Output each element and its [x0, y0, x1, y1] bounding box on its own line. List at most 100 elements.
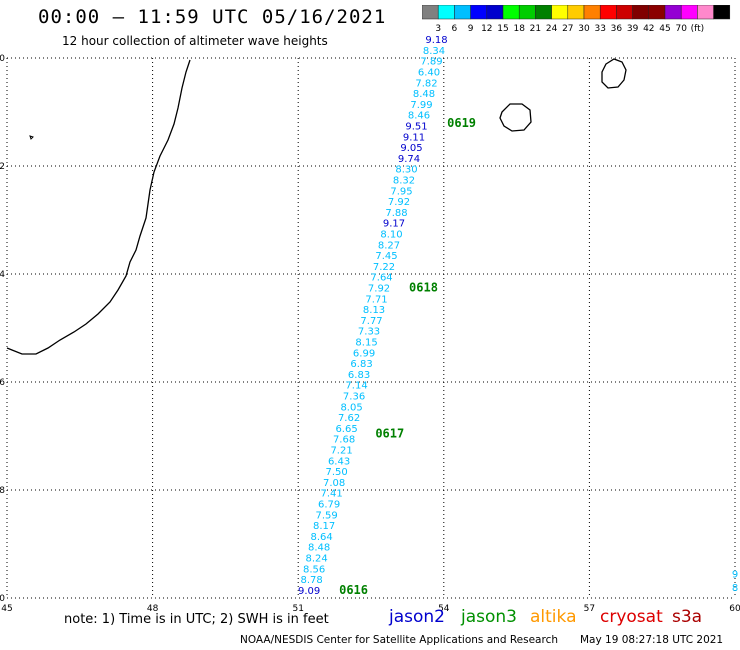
swh-value-label: 7.62: [338, 413, 360, 424]
madagascar-coastline: [6, 59, 191, 355]
swh-value-label: 9.05: [400, 143, 422, 154]
lon-tick-label: 57: [584, 604, 595, 614]
scale-swatch: [680, 5, 698, 20]
scale-label: 36: [611, 24, 623, 34]
scale-swatch: [648, 5, 666, 20]
scale-swatch: [567, 5, 585, 20]
scale-label: 3: [435, 24, 441, 34]
swh-value-label: 7.95: [390, 186, 412, 197]
pass-time-label: 0616: [339, 583, 368, 597]
color-scale-bar: 3 6 9 12 15 18 21 24 27 30 33 36 39 42 45 70 (ft): [422, 5, 731, 34]
swh-value-label: 7.22: [373, 262, 395, 273]
swh-value-label: 8.15: [355, 338, 377, 349]
swh-value-label: 8.32: [393, 176, 415, 187]
swh-value-label: 8.48: [413, 89, 435, 100]
swh-value-label: 6.99: [353, 348, 375, 359]
pass-time-label: 0618: [409, 281, 438, 295]
swh-value-label: 7.89: [420, 57, 442, 68]
swh-value-label: 8.64: [310, 532, 332, 543]
swh-value-label: 6.79: [318, 500, 340, 511]
swh-value-label: 7.92: [388, 197, 410, 208]
swh-value-label: 7.99: [410, 100, 432, 111]
swh-value-label: 7.92: [368, 284, 390, 295]
scale-swatch: [664, 5, 682, 20]
swh-value-label: 6.65: [335, 424, 357, 435]
scale-label: 33: [594, 24, 605, 34]
scale-label: 15: [497, 24, 508, 34]
scale-label: 45: [659, 24, 670, 34]
edge-swh-label: 9: [732, 570, 738, 581]
scale-label: 6: [452, 24, 458, 34]
legend-s3a: s3a: [672, 607, 703, 627]
swh-value-label: 6.40: [418, 68, 440, 79]
scale-swatch: [551, 5, 569, 20]
swh-value-label: 8.24: [305, 554, 327, 565]
altimeter-track: 9.098.788.568.248.488.648.177.596.797.41…: [298, 35, 738, 597]
swh-value-label: 7.36: [343, 392, 365, 403]
swh-value-label: 8.13: [363, 305, 385, 316]
scale-label: (ft): [691, 24, 705, 34]
swh-value-label: 8.30: [395, 165, 417, 176]
lon-tick-label: 48: [147, 604, 159, 614]
swh-value-label: 7.50: [325, 467, 347, 478]
swh-value-label: 7.77: [360, 316, 382, 327]
scale-label: 9: [468, 24, 474, 34]
swh-value-label: 7.41: [320, 489, 342, 500]
scale-swatch: [583, 5, 601, 20]
scale-swatch: [599, 5, 617, 20]
lat-tick-label: -20: [0, 54, 5, 64]
swh-value-label: 6.43: [328, 456, 350, 467]
scale-swatch: [502, 5, 520, 20]
swh-value-label: 7.59: [315, 510, 337, 521]
swh-value-label: 6.83: [350, 359, 372, 370]
lon-tick-label: 60: [729, 604, 740, 614]
legend-cryosat: cryosat: [600, 607, 663, 627]
credit-timestamp: May 19 08:27:18 UTC 2021: [580, 634, 724, 646]
pass-time-label: 0619: [447, 116, 476, 130]
island-outline: [29, 135, 34, 140]
legend-jason2: jason2: [389, 607, 445, 627]
scale-swatch: [486, 5, 504, 20]
scale-label: 18: [513, 24, 525, 34]
swh-value-label: 9.74: [398, 154, 420, 165]
scale-label: 12: [481, 24, 492, 34]
map-subtitle: 12 hour collection of altimeter wave hei…: [62, 34, 328, 48]
legend-jason3: jason3: [461, 607, 517, 627]
lon-tick-label: 45: [1, 604, 12, 614]
swh-value-label: 9.09: [298, 586, 320, 597]
scale-swatch: [470, 5, 488, 20]
mauritius-island-outline: [601, 58, 627, 89]
coastlines: [6, 58, 627, 355]
scale-label: 30: [578, 24, 590, 34]
axis-labels: 45 48 51 54 57 60 -20 -22 -24 -26 -28 -30: [0, 54, 740, 614]
pass-time-label: 0617: [375, 426, 404, 440]
swh-value-label: 7.21: [330, 446, 352, 457]
lat-tick-label: -26: [0, 378, 5, 388]
swh-value-label: 8.10: [380, 230, 402, 241]
swh-value-label: 8.17: [313, 521, 335, 532]
swh-value-label: 9.18: [425, 35, 447, 46]
swh-value-label: 8.34: [423, 46, 445, 57]
swh-value-label: 7.33: [358, 327, 380, 338]
scale-swatch: [697, 5, 714, 20]
swh-value-label: 9.11: [403, 132, 425, 143]
lat-tick-label: -28: [0, 486, 5, 496]
scale-label: 39: [627, 24, 639, 34]
edge-swh-label: 8: [732, 583, 738, 594]
legend-altika: altika: [530, 607, 577, 627]
swh-value-label: 7.08: [323, 478, 345, 489]
swh-value-label: 6.83: [348, 370, 370, 381]
swh-value-label: 8.48: [308, 543, 330, 554]
swh-value-label: 9.17: [383, 219, 405, 230]
swh-value-label: 8.27: [378, 240, 400, 251]
scale-swatch: [535, 5, 552, 20]
footer-note: note: 1) Time is in UTC; 2) SWH is in fe…: [64, 612, 329, 627]
reunion-island-outline: [499, 103, 532, 132]
lat-tick-label: -30: [0, 594, 5, 604]
swh-value-label: 8.05: [340, 402, 362, 413]
swh-value-label: 8.46: [408, 111, 430, 122]
scale-label: 27: [562, 24, 573, 34]
swh-value-label: 8.56: [303, 564, 325, 575]
swh-value-label: 7.14: [345, 381, 367, 392]
